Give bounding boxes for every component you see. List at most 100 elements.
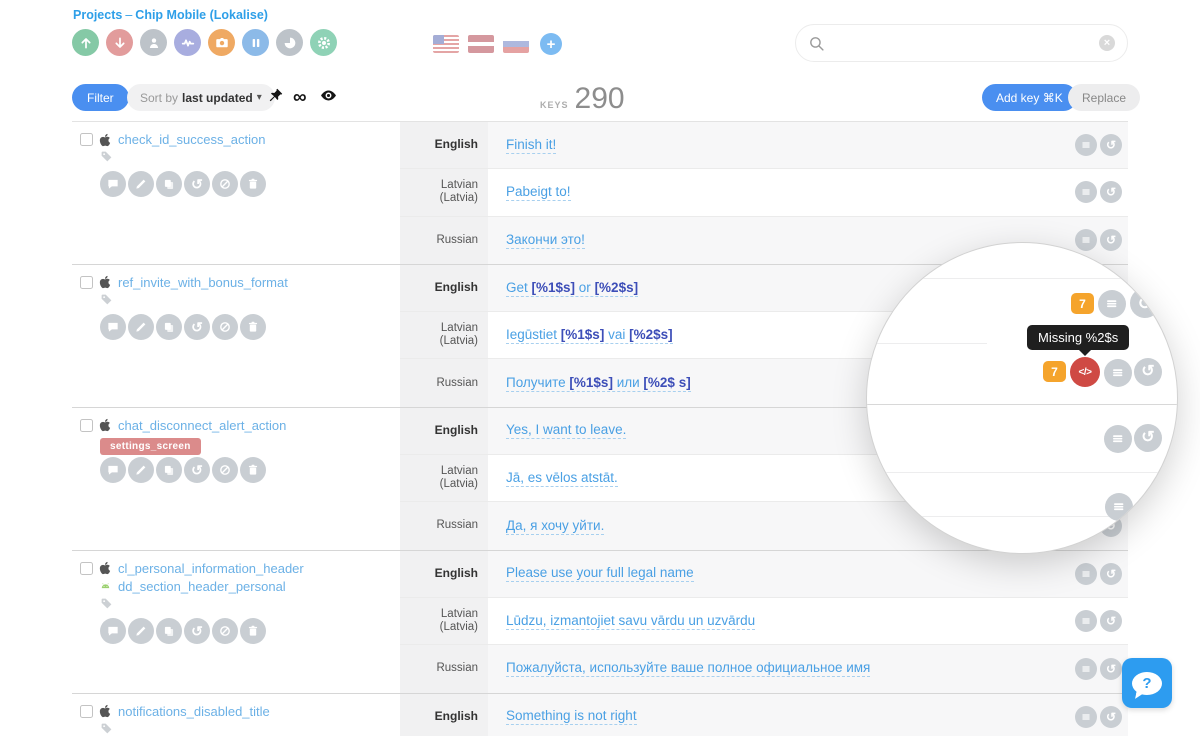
search-input[interactable] bbox=[833, 35, 1099, 51]
translation-link[interactable]: Get [%1$s] or [%2$s] bbox=[506, 279, 639, 297]
link-icon[interactable] bbox=[212, 171, 238, 197]
duplicate-icon[interactable] bbox=[156, 617, 182, 644]
translation-link[interactable]: Закончи это! bbox=[506, 231, 585, 249]
replace-button[interactable]: Replace bbox=[1068, 84, 1141, 111]
history-icon[interactable]: ↺ bbox=[184, 313, 210, 340]
settings-icon[interactable] bbox=[310, 29, 337, 56]
entries-icon[interactable] bbox=[1098, 290, 1126, 318]
tag-icon[interactable] bbox=[100, 293, 392, 308]
help-chat-button[interactable]: ? bbox=[1122, 658, 1172, 708]
history-icon[interactable]: ↺ bbox=[184, 171, 210, 197]
history-icon[interactable]: ↺ bbox=[1100, 181, 1122, 204]
key-name-link[interactable]: check_id_success_action bbox=[118, 132, 266, 147]
entries-icon[interactable] bbox=[1075, 134, 1097, 157]
search-clear-icon[interactable]: × bbox=[1099, 35, 1115, 51]
tag-icon[interactable] bbox=[100, 150, 392, 165]
pencil-icon[interactable] bbox=[128, 313, 154, 340]
flag-us-icon[interactable] bbox=[433, 35, 459, 53]
trash-icon[interactable] bbox=[240, 617, 266, 644]
translation-link[interactable]: Finish it! bbox=[506, 136, 557, 154]
entries-icon[interactable] bbox=[1075, 181, 1097, 204]
breadcrumb-projects-link[interactable]: Projects bbox=[73, 8, 123, 22]
duplicate-icon[interactable] bbox=[156, 171, 182, 197]
key-name-link[interactable]: cl_personal_information_header bbox=[118, 560, 304, 576]
history-icon[interactable]: ↺ bbox=[184, 456, 210, 483]
history-icon[interactable]: ↺ bbox=[1130, 288, 1160, 318]
translation-link[interactable]: Pabeigt to! bbox=[506, 183, 571, 201]
translation-link[interactable]: Да, я хочу уйти. bbox=[506, 517, 605, 535]
translation-link[interactable]: Please use your full legal name bbox=[506, 565, 694, 583]
trash-icon[interactable] bbox=[240, 313, 266, 340]
entries-icon[interactable] bbox=[1104, 425, 1132, 453]
link-icon[interactable] bbox=[212, 456, 238, 483]
code-error-icon[interactable]: </> bbox=[1070, 357, 1100, 387]
key-checkbox[interactable] bbox=[80, 418, 93, 432]
translation-link[interactable]: Something is not right bbox=[506, 708, 637, 726]
flag-lv-icon[interactable] bbox=[468, 35, 494, 53]
key-name-link[interactable]: notifications_disabled_title bbox=[118, 703, 270, 719]
key-name-link[interactable]: ref_invite_with_bonus_format bbox=[118, 274, 288, 290]
breadcrumb-project-name[interactable]: Chip Mobile (Lokalise) bbox=[135, 8, 268, 22]
history-icon[interactable]: ↺ bbox=[1100, 657, 1122, 680]
translation-link[interactable]: Lūdzu, izmantojiet savu vārdu un uzvārdu bbox=[506, 612, 756, 630]
link-icon[interactable] bbox=[212, 617, 238, 644]
key-name-link[interactable]: dd_section_header_personal bbox=[118, 578, 286, 594]
history-icon[interactable]: ↺ bbox=[1119, 511, 1147, 539]
history-icon[interactable]: ↺ bbox=[1100, 134, 1122, 157]
infinity-icon[interactable]: ∞ bbox=[293, 87, 307, 108]
activity-icon[interactable] bbox=[174, 29, 201, 56]
translation-link[interactable]: Jā, es vēlos atstāt. bbox=[506, 469, 618, 487]
key-checkbox[interactable] bbox=[80, 275, 93, 289]
translation-link[interactable]: Yes, I want to leave. bbox=[506, 422, 627, 440]
eye-icon[interactable] bbox=[320, 87, 337, 109]
history-icon[interactable]: ↺ bbox=[1134, 358, 1162, 386]
pencil-icon[interactable] bbox=[128, 456, 154, 483]
pencil-icon[interactable] bbox=[128, 171, 154, 197]
key-name-link[interactable]: chat_disconnect_alert_action bbox=[118, 417, 287, 433]
trash-icon[interactable] bbox=[240, 171, 266, 197]
entries-icon[interactable] bbox=[1075, 610, 1097, 633]
pencil-icon[interactable] bbox=[128, 617, 154, 644]
tag-icon[interactable] bbox=[100, 597, 392, 612]
entries-icon[interactable] bbox=[1075, 657, 1097, 680]
contributors-icon[interactable] bbox=[140, 29, 167, 56]
translation-link[interactable]: Пожалуйста, используйте ваше полное офиц… bbox=[506, 660, 871, 678]
comment-icon[interactable] bbox=[100, 313, 126, 340]
screenshots-icon[interactable] bbox=[208, 29, 235, 56]
comment-icon[interactable] bbox=[100, 617, 126, 644]
trash-icon[interactable] bbox=[240, 456, 266, 483]
translation-link[interactable]: Получите [%1$s] или [%2$ s] bbox=[506, 374, 691, 392]
upload-icon[interactable] bbox=[72, 29, 99, 56]
duplicate-icon[interactable] bbox=[156, 456, 182, 483]
tag-pill[interactable]: settings_screen bbox=[100, 437, 201, 455]
sort-dropdown[interactable]: Sort by last updated ▾ bbox=[127, 84, 275, 111]
tag-icon[interactable] bbox=[100, 722, 392, 736]
history-icon[interactable]: ↺ bbox=[1100, 705, 1122, 728]
add-key-button[interactable]: Add key ⌘K bbox=[982, 84, 1077, 111]
comment-icon[interactable] bbox=[100, 456, 126, 483]
history-icon[interactable]: ↺ bbox=[1134, 424, 1162, 452]
history-icon[interactable]: ↺ bbox=[184, 617, 210, 644]
search-box[interactable]: × bbox=[795, 24, 1128, 62]
link-icon[interactable] bbox=[212, 313, 238, 340]
pin-icon[interactable] bbox=[267, 87, 284, 109]
download-icon[interactable] bbox=[106, 29, 133, 56]
error-count-badge[interactable]: 7 bbox=[1043, 361, 1066, 382]
filter-button[interactable]: Filter bbox=[72, 84, 129, 111]
statistics-icon[interactable] bbox=[276, 29, 303, 56]
history-icon[interactable]: ↺ bbox=[1100, 610, 1122, 633]
translation-link[interactable]: Iegūstiet [%1$s] vai [%2$s] bbox=[506, 326, 673, 344]
duplicate-icon[interactable] bbox=[156, 313, 182, 340]
key-checkbox[interactable] bbox=[80, 704, 93, 718]
flag-ru-icon[interactable] bbox=[503, 35, 529, 53]
entries-icon[interactable] bbox=[1075, 229, 1097, 252]
key-checkbox[interactable] bbox=[80, 133, 93, 146]
entries-icon[interactable] bbox=[1075, 705, 1097, 728]
comment-icon[interactable] bbox=[100, 171, 126, 197]
entries-icon[interactable] bbox=[1075, 562, 1097, 585]
history-icon[interactable]: ↺ bbox=[1100, 229, 1122, 252]
key-checkbox[interactable] bbox=[80, 561, 93, 575]
error-count-badge[interactable]: 7 bbox=[1071, 293, 1094, 314]
tasks-icon[interactable] bbox=[242, 29, 269, 56]
history-icon[interactable]: ↺ bbox=[1100, 562, 1122, 585]
